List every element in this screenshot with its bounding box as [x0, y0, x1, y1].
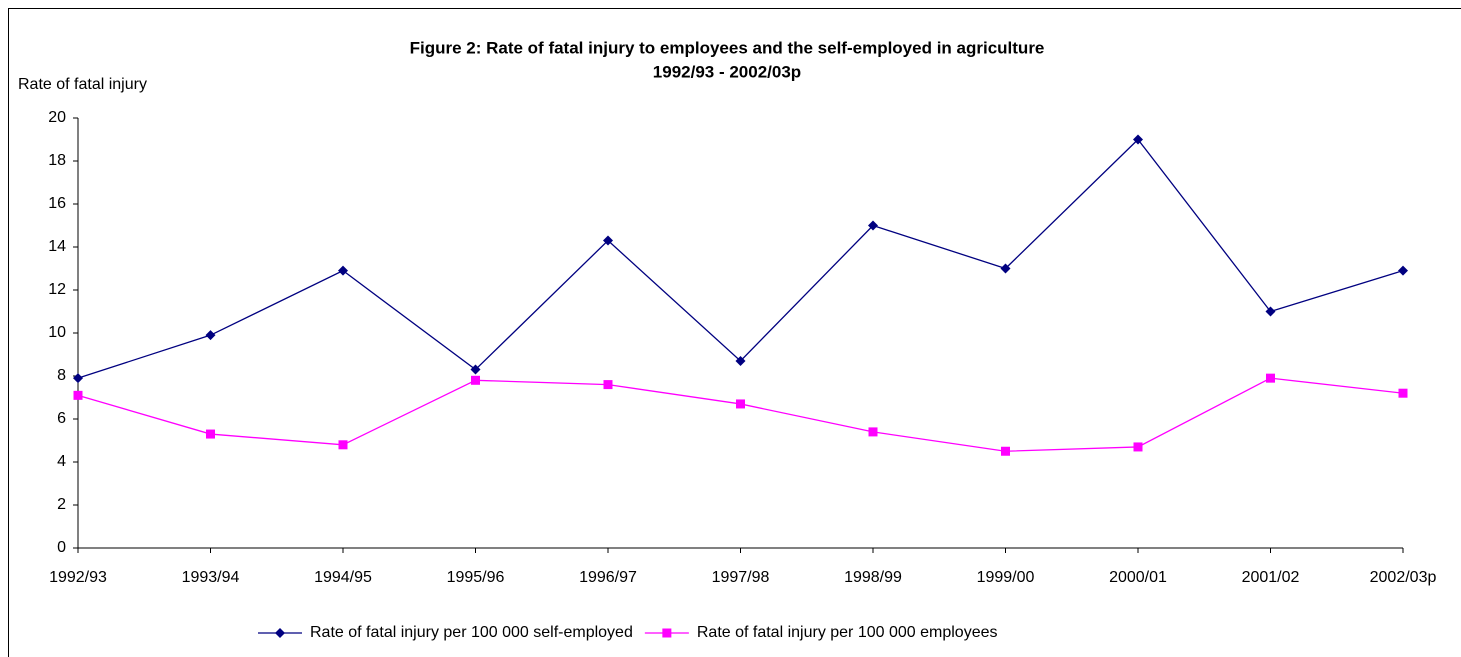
marker	[205, 330, 216, 341]
chart-frame	[8, 8, 1461, 657]
y-tick-label: 8	[57, 367, 66, 384]
marker	[73, 373, 83, 384]
marker	[275, 628, 285, 638]
y-tick-label: 0	[57, 539, 66, 556]
marker	[736, 399, 745, 409]
marker	[471, 375, 480, 385]
marker	[338, 265, 348, 276]
marker	[662, 628, 672, 638]
x-tick-label: 1996/97	[579, 569, 637, 586]
x-tick-label: 2001/02	[1242, 569, 1300, 586]
y-tick-label: 18	[48, 152, 66, 169]
y-tick-label: 20	[48, 109, 66, 126]
y-tick-label: 16	[48, 195, 66, 212]
x-tick-label: 1993/94	[182, 569, 240, 586]
marker	[603, 380, 613, 390]
y-tick-label: 6	[57, 410, 66, 427]
marker	[868, 220, 878, 231]
marker	[470, 364, 481, 375]
marker	[1398, 388, 1408, 398]
marker	[338, 440, 348, 450]
marker	[1133, 134, 1143, 145]
x-tick-label: 1999/00	[977, 569, 1035, 586]
marker	[1133, 442, 1143, 452]
marker	[735, 355, 746, 366]
x-tick-label: 2002/03p	[1370, 569, 1437, 586]
y-axis-label: Rate of fatal injury	[18, 76, 147, 93]
y-tick-label: 14	[48, 238, 66, 255]
legend-label: Rate of fatal injury per 100 000 employe…	[697, 624, 998, 641]
chart-title: Figure 2: Rate of fatal injury to employ…	[410, 38, 1045, 57]
marker	[206, 429, 215, 439]
marker	[1000, 263, 1011, 274]
y-tick-label: 2	[57, 496, 66, 513]
marker	[1398, 265, 1408, 276]
marker	[73, 390, 83, 400]
marker	[1001, 446, 1010, 456]
y-tick-label: 10	[48, 324, 66, 341]
marker	[868, 427, 878, 437]
legend-label: Rate of fatal injury per 100 000 self-em…	[310, 624, 633, 641]
x-tick-label: 1994/95	[314, 569, 372, 586]
x-tick-label: 1992/93	[49, 569, 107, 586]
marker	[603, 235, 613, 246]
x-tick-label: 2000/01	[1109, 569, 1167, 586]
marker	[1266, 373, 1275, 383]
chart-subtitle: 1992/93 - 2002/03p	[653, 62, 801, 81]
y-tick-label: 12	[48, 281, 66, 298]
y-tick-label: 4	[57, 453, 66, 470]
marker	[1265, 306, 1276, 317]
x-tick-label: 1995/96	[447, 569, 505, 586]
x-tick-label: 1997/98	[712, 569, 770, 586]
x-tick-label: 1998/99	[844, 569, 902, 586]
